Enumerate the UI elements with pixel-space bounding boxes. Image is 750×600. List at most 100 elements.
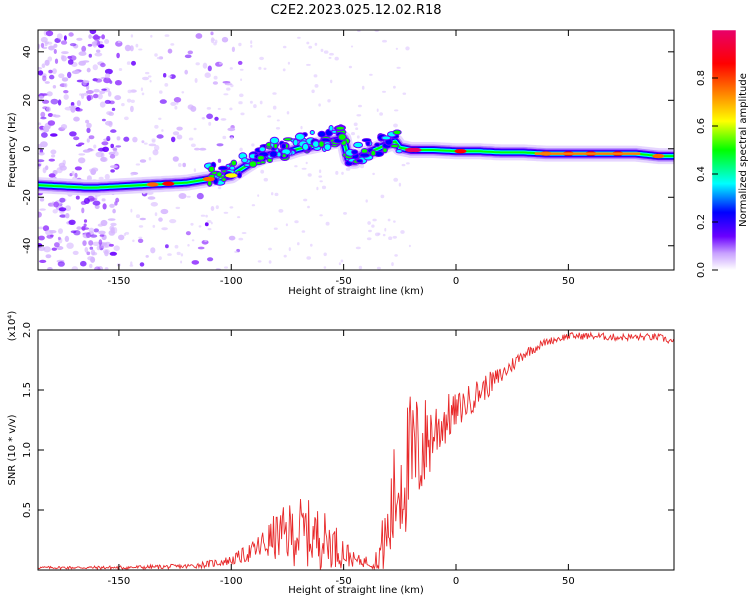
spectrogram-noise-mark — [220, 118, 227, 121]
spectrogram-blob — [206, 180, 213, 187]
spectrogram-noise-mark — [84, 247, 89, 253]
spectrogram-noise-mark — [147, 196, 156, 200]
spectrogram-noise-mark — [95, 151, 104, 158]
spectrogram-noise-mark — [194, 147, 200, 151]
spectrogram-noise-mark — [307, 173, 312, 177]
spectrogram-noise-mark — [110, 227, 115, 234]
spectrogram-noise-mark — [371, 224, 375, 228]
spectrogram-noise-mark — [83, 197, 90, 204]
spectrogram-plot: -150 -100 -50 0 50 -40 -20 0 20 40 Height of str… — [7, 29, 675, 297]
spectrogram-noise-mark — [180, 260, 183, 264]
spectrogram-noise-mark — [285, 223, 288, 227]
spectrogram-noise-mark — [76, 100, 81, 107]
spectrogram-noise-mark — [48, 158, 55, 162]
spectrogram-noise-mark — [135, 163, 141, 166]
spectrogram-noise-mark — [88, 135, 95, 140]
spectrogram-noise-mark — [131, 60, 136, 66]
spectrogram-noise-mark — [74, 166, 82, 171]
spectrogram-noise-mark — [59, 214, 67, 218]
x-tick-label: -50 — [335, 276, 351, 287]
spectrogram-noise-mark — [45, 165, 49, 171]
spectrogram-noise-mark — [356, 114, 362, 117]
spectrogram-noise-mark — [82, 240, 87, 247]
spectrogram-blob — [359, 152, 371, 158]
spectrogram-noise-mark — [369, 73, 373, 76]
spectrogram-noise-mark — [50, 133, 58, 137]
y-tick-label: -20 — [22, 189, 33, 205]
spectrogram-noise-mark — [86, 95, 92, 102]
spectrogram-noise-mark — [71, 266, 79, 270]
spectrogram-noise-mark — [187, 244, 190, 247]
y-tick-label: 1.0 — [22, 442, 33, 458]
spectrogram-noise-mark — [58, 73, 65, 79]
spectrogram-noise-mark — [174, 105, 178, 110]
spectrogram-noise-mark — [319, 180, 323, 183]
spectrogram-noise-mark — [314, 84, 319, 88]
spectrogram-noise-mark — [393, 177, 399, 182]
spectrogram-noise-mark — [44, 41, 50, 44]
spectrogram-noise-mark — [109, 154, 116, 159]
spectrogram-noise-mark — [75, 108, 83, 112]
spectrogram-noise-mark — [51, 154, 56, 158]
spectrogram-noise-mark — [325, 221, 330, 226]
spectrogram-noise-mark — [250, 44, 253, 48]
spectrogram-noise-mark — [89, 263, 93, 269]
spectrogram-noise-mark — [127, 89, 132, 94]
spectrogram-noise-mark — [86, 251, 91, 256]
spectrogram-noise-mark — [172, 131, 180, 136]
spectrogram-noise-mark — [52, 209, 58, 214]
spectrogram-noise-mark — [82, 79, 87, 86]
spectrogram-noise-mark — [180, 253, 184, 257]
spectrogram-noise-mark — [57, 99, 62, 106]
spectrogram-noise-mark — [52, 85, 57, 89]
spectrogram-noise-mark — [176, 251, 181, 256]
spectrogram-noise-mark — [376, 108, 379, 112]
y-tick-label: 20 — [22, 94, 33, 107]
colorbar-tick-label: 0.6 — [696, 118, 707, 134]
spectrogram-noise-mark — [72, 250, 79, 255]
spectrogram-noise-mark — [38, 144, 42, 149]
spectrogram-noise-mark — [104, 99, 111, 104]
spectrogram-blob — [258, 146, 266, 153]
spectrogram-noise-mark — [216, 143, 224, 147]
spectrogram-blob — [328, 125, 334, 132]
spectrogram-noise-mark — [90, 168, 97, 175]
spectrogram-noise-mark — [334, 56, 339, 61]
spectrogram-blob — [381, 135, 392, 141]
spectrogram-noise-mark — [70, 230, 77, 234]
spectrogram-noise-mark — [71, 171, 75, 176]
spectrogram-noise-mark — [130, 105, 134, 113]
spectrogram-noise-mark — [170, 43, 175, 46]
spectrogram-noise-mark — [394, 254, 398, 257]
spectrogram-noise-mark — [311, 89, 315, 94]
spectrogram-noise-mark — [259, 56, 264, 61]
spectrogram-noise-mark — [47, 113, 54, 117]
spectrogram-noise-mark — [53, 114, 61, 118]
spectrogram-noise-mark — [148, 143, 157, 147]
spectrogram-noise-mark — [171, 136, 176, 143]
colorbar-tick-label: 0.8 — [696, 70, 707, 86]
spectrogram-noise-mark — [101, 34, 105, 40]
spectrogram-noise-mark — [150, 202, 158, 207]
spectrogram-noise-mark — [101, 141, 109, 146]
spectrogram-noise-mark — [222, 135, 227, 140]
spectrogram-noise-mark — [101, 157, 108, 162]
spectrogram-noise-mark — [402, 92, 407, 95]
spectrogram-noise-mark — [268, 247, 272, 251]
spectrogram-noise-mark — [47, 120, 56, 126]
spectrogram-blob — [370, 149, 377, 157]
spectrogram-noise-mark — [308, 45, 313, 49]
spectrogram-blob — [318, 140, 325, 148]
spectrogram-noise-mark — [117, 40, 121, 44]
spectrogram-hotspot — [409, 147, 422, 153]
spectrogram-noise-mark — [56, 33, 63, 40]
spectrogram-noise-mark — [41, 63, 46, 68]
spectrogram-noise-mark — [139, 262, 145, 267]
spectrogram-noise-mark — [137, 238, 144, 243]
spectrogram-blob — [335, 125, 346, 131]
spectrogram-noise-mark — [241, 232, 247, 234]
spectrogram-noise-mark — [341, 171, 344, 175]
spectrogram-noise-mark — [278, 209, 284, 213]
spectrogram-noise-mark — [123, 136, 130, 142]
spectrogram-noise-mark — [297, 36, 301, 39]
